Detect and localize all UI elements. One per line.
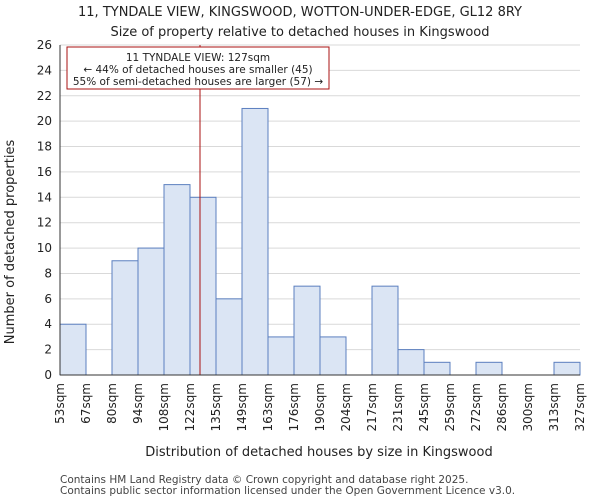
y-tick-label: 8	[44, 266, 52, 280]
histogram-bar	[293, 285, 321, 376]
y-tick-label: 4	[44, 317, 52, 331]
annotation-line3: 55% of semi-detached houses are larger (…	[73, 76, 324, 88]
x-tick-label: 272sqm	[469, 383, 483, 431]
histogram-bar	[111, 260, 139, 376]
y-tick-label: 2	[44, 343, 52, 357]
histogram-bar	[423, 361, 451, 376]
x-tick-label: 259sqm	[443, 383, 457, 431]
x-tick-label: 313sqm	[547, 383, 561, 431]
y-tick-label: 24	[37, 63, 52, 77]
x-tick-label: 94sqm	[131, 383, 145, 424]
histogram-bar	[397, 349, 425, 376]
histogram-bar	[319, 336, 347, 376]
chart-title-line2: Size of property relative to detached ho…	[111, 25, 490, 40]
x-tick-label: 149sqm	[235, 383, 249, 431]
x-tick-label: 204sqm	[339, 383, 353, 431]
x-tick-label: 108sqm	[157, 383, 171, 431]
histogram-bar	[137, 247, 165, 376]
histogram-bar	[553, 361, 581, 376]
histogram-bar	[189, 196, 217, 376]
x-tick-label: 67sqm	[79, 383, 93, 424]
histogram-bar	[475, 361, 503, 376]
x-tick-label: 190sqm	[313, 383, 327, 431]
annotation-line2: ← 44% of detached houses are smaller (45…	[83, 64, 312, 76]
chart-title-line1: 11, TYNDALE VIEW, KINGSWOOD, WOTTON-UNDE…	[78, 5, 522, 20]
y-tick-label: 22	[37, 89, 52, 103]
annotation-line1: 11 TYNDALE VIEW: 127sqm	[126, 52, 270, 64]
x-tick-label: 245sqm	[417, 383, 431, 431]
y-axis-label: Number of detached properties	[3, 140, 18, 345]
y-tick-label: 14	[37, 190, 52, 204]
histogram-bar	[267, 336, 295, 376]
y-tick-label: 12	[37, 216, 52, 230]
x-tick-label: 217sqm	[365, 383, 379, 431]
x-tick-label: 286sqm	[495, 383, 509, 431]
histogram-bar	[163, 184, 191, 376]
histogram-bar	[371, 285, 399, 376]
x-tick-label: 176sqm	[287, 383, 301, 431]
x-tick-label: 231sqm	[391, 383, 405, 431]
y-tick-label: 0	[44, 368, 52, 382]
y-tick-label: 10	[37, 241, 52, 255]
x-tick-label: 163sqm	[261, 383, 275, 431]
y-tick-label: 26	[37, 38, 52, 52]
y-tick-label: 18	[37, 140, 52, 154]
y-tick-label: 16	[37, 165, 52, 179]
histogram-bar	[59, 323, 87, 376]
x-tick-label: 122sqm	[183, 383, 197, 431]
histogram-bar	[215, 298, 243, 376]
histogram-bar	[241, 107, 269, 376]
bars-group	[59, 107, 581, 376]
x-tick-labels: 53sqm 67sqm 80sqm 94sqm 108sqm 122sqm 135sqm 14…	[53, 383, 587, 431]
footer-line1: Contains HM Land Registry data © Crown c…	[60, 474, 469, 486]
footer-line2: Contains public sector information licen…	[60, 485, 516, 497]
x-tick-label: 135sqm	[209, 383, 223, 431]
y-tick-label: 6	[44, 292, 52, 306]
annotation-box: 11 TYNDALE VIEW: 127sqm ← 44% of detache…	[66, 46, 330, 90]
x-tick-label: 327sqm	[573, 383, 587, 431]
x-tick-label: 300sqm	[521, 383, 535, 431]
annotation-box-border	[66, 46, 330, 90]
y-tick-label: 20	[37, 114, 52, 128]
x-tick-label: 80sqm	[105, 383, 119, 424]
x-tick-label: 53sqm	[53, 383, 67, 424]
x-axis-label: Distribution of detached houses by size …	[145, 445, 492, 460]
